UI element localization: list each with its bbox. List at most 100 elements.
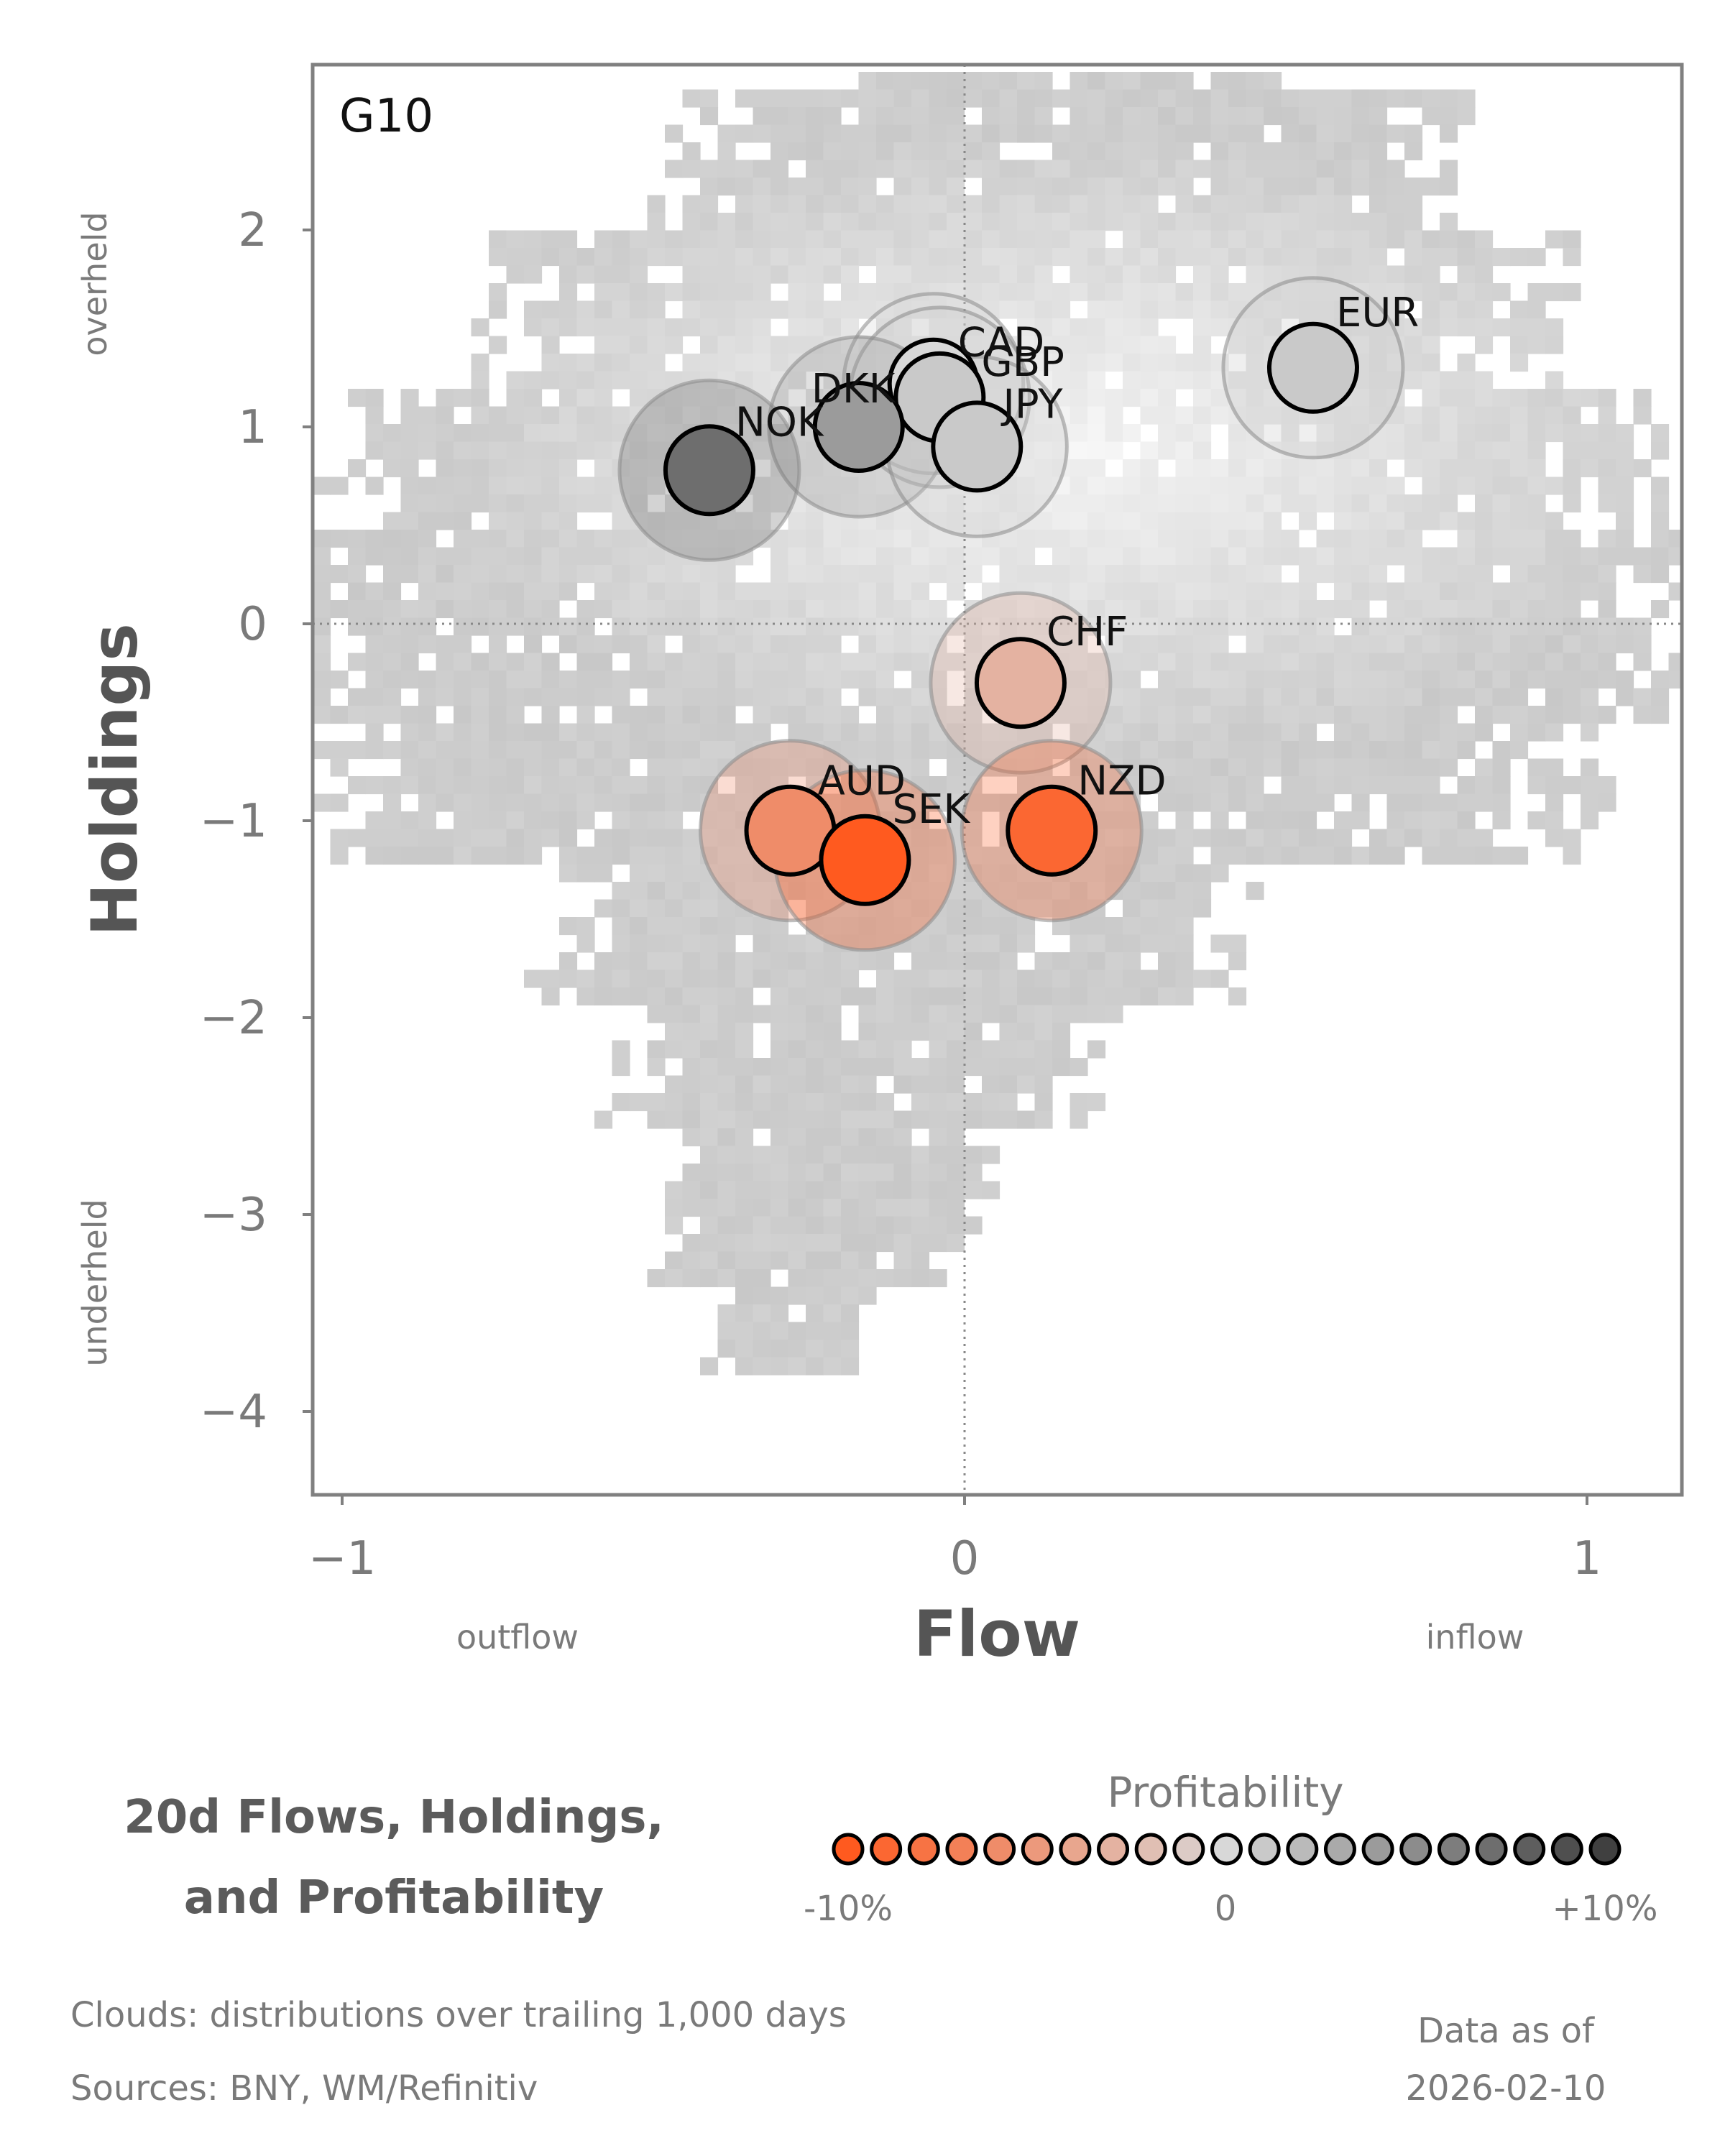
cloud-cell (612, 248, 630, 267)
cloud-cell (1334, 671, 1353, 689)
cloud-cell (1527, 424, 1546, 443)
cloud-cell (1527, 565, 1546, 584)
cloud-cell (1334, 741, 1353, 760)
cloud-cell (524, 741, 543, 760)
cloud-cell (471, 671, 489, 689)
cloud-cell (1633, 565, 1652, 584)
cloud-cell (735, 213, 754, 231)
cloud-cell (1334, 424, 1353, 443)
cloud-cell (1264, 847, 1282, 865)
cloud-cell (841, 1216, 860, 1235)
cloud-cell (1404, 565, 1423, 584)
legend-swatch (1172, 1833, 1205, 1866)
cloud-cell (1351, 723, 1370, 742)
cloud-cell (893, 811, 912, 830)
cloud-cell (682, 512, 701, 530)
cloud-cell (982, 934, 1000, 953)
cloud-cell (735, 1110, 754, 1129)
cloud-cell (1492, 389, 1511, 407)
cloud-cell (823, 565, 842, 584)
cloud-cell (1158, 142, 1177, 161)
cloud-cell (841, 178, 860, 196)
cloud-cell (717, 653, 736, 671)
cloud-cell (682, 582, 701, 601)
cloud-cell (1386, 283, 1405, 302)
cloud-cell (1616, 459, 1634, 478)
cloud-cell (1175, 160, 1194, 178)
cloud-cell (893, 265, 912, 284)
cloud-cell (700, 1216, 719, 1235)
cloud-cell (893, 1005, 912, 1023)
cloud-cell (858, 124, 877, 143)
cloud-cell (858, 987, 877, 1006)
cloud-cell (1123, 969, 1141, 988)
cloud-cell (1123, 547, 1141, 566)
cloud-cell (841, 723, 860, 742)
cloud-cell (1651, 476, 1670, 495)
cloud-cell (964, 530, 983, 548)
cloud-cell (893, 530, 912, 548)
cloud-cell (735, 1164, 754, 1182)
cloud-cell (1158, 987, 1177, 1006)
cloud-cell (858, 547, 877, 566)
cloud-cell (982, 265, 1000, 284)
cloud-cell (911, 758, 930, 777)
cloud-cell (1123, 389, 1141, 407)
cloud-cell (770, 952, 789, 971)
cloud-cell (1087, 671, 1106, 689)
cloud-cell (1052, 530, 1071, 548)
cloud-cell (559, 917, 578, 936)
cloud-cell (1369, 635, 1388, 654)
cloud-cell (1386, 758, 1405, 777)
cloud-cell (1210, 864, 1229, 883)
cloud-cell (1087, 688, 1106, 706)
cloud-cell (717, 354, 736, 372)
cloud-cell (612, 723, 630, 742)
cloud-cell (753, 1058, 771, 1077)
cloud-cell (999, 600, 1018, 619)
cloud-cell (717, 160, 736, 178)
cloud-cell (1123, 565, 1141, 584)
cloud-cell (999, 195, 1018, 213)
cloud-cell (1440, 248, 1458, 267)
cloud-cell (1087, 213, 1106, 231)
cloud-cell (1581, 459, 1599, 478)
cloud-cell (911, 582, 930, 601)
cloud-cell (858, 494, 877, 513)
cloud-cell (1351, 124, 1370, 143)
cloud-cell (1299, 476, 1317, 495)
cloud-cell (1563, 530, 1581, 548)
cloud-cell (1422, 336, 1440, 354)
cloud-cell (1369, 142, 1388, 161)
cloud-cell (964, 1146, 983, 1164)
cloud-cell (1158, 547, 1177, 566)
cloud-cell (489, 512, 507, 530)
point-label-dkk: DKK (811, 366, 896, 413)
cloud-cell (1475, 530, 1494, 548)
cloud-cell (1440, 441, 1458, 460)
cloud-cell (594, 987, 613, 1006)
cloud-cell (1158, 178, 1177, 196)
cloud-cell (753, 582, 771, 601)
cloud-cell (506, 811, 525, 830)
cloud-cell (1034, 248, 1053, 267)
cloud-cell (1246, 565, 1264, 584)
cloud-cell (876, 1216, 895, 1235)
cloud-cell (665, 741, 684, 760)
cloud-cell (1492, 494, 1511, 513)
cloud-cell (1440, 565, 1458, 584)
cloud-cell (400, 723, 419, 742)
cloud-cell (806, 1304, 824, 1323)
cloud-cell (1123, 248, 1141, 267)
cloud-cell (735, 336, 754, 354)
cloud-cell (1105, 195, 1123, 213)
cloud-cell (1422, 847, 1440, 865)
cloud-cell (770, 89, 789, 108)
cloud-cell (964, 706, 983, 724)
cloud-cell (647, 617, 666, 636)
cloud-cell (1386, 89, 1405, 108)
cloud-cell (1457, 530, 1476, 548)
cloud-cell (383, 741, 402, 760)
cloud-cell (1334, 600, 1353, 619)
cloud-cell (893, 723, 912, 742)
